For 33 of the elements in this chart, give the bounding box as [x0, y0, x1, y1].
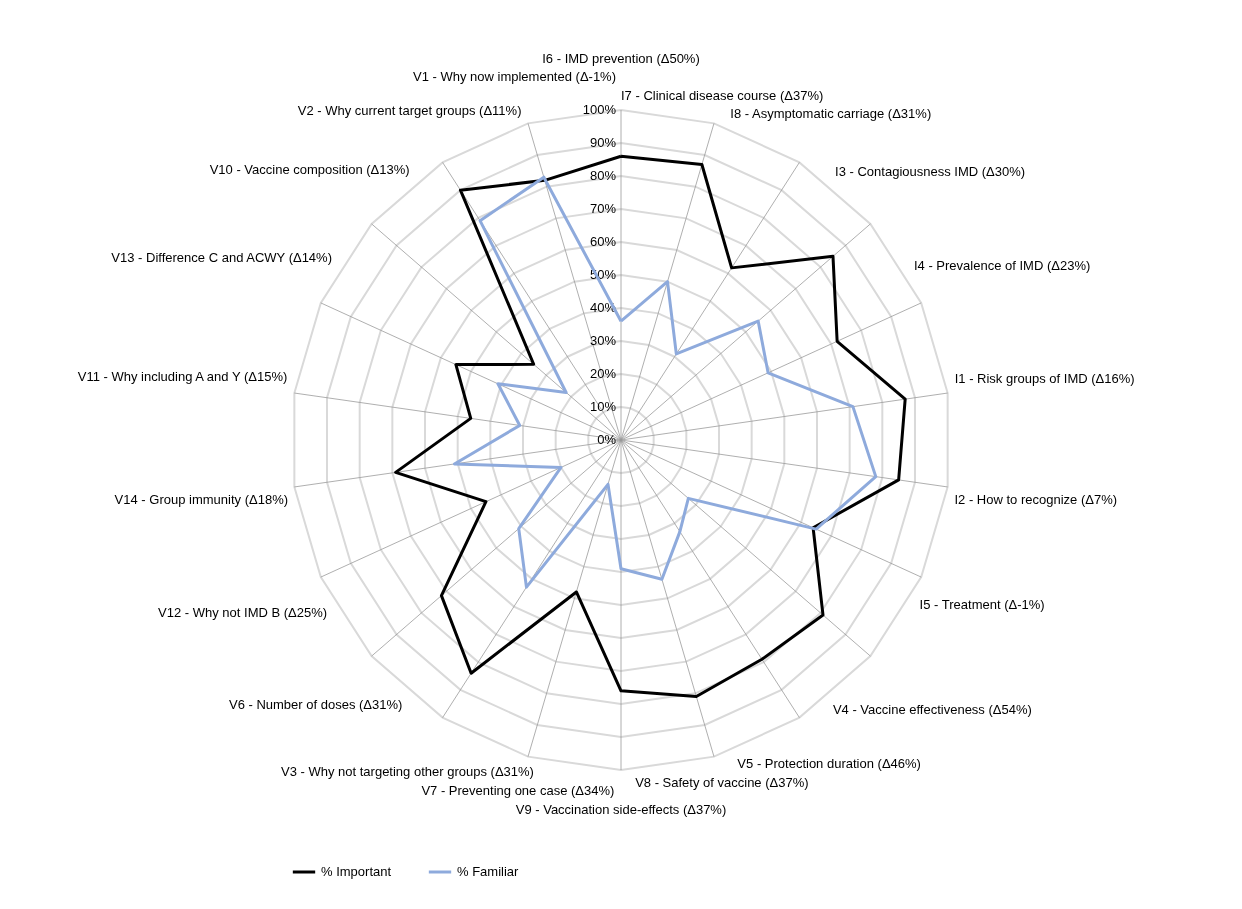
- y-tick-label: 30%: [589, 333, 617, 348]
- spoke-label: I1 - Risk groups of IMD (Δ16%): [954, 371, 1135, 387]
- y-tick-label: 10%: [589, 399, 617, 414]
- y-tick-label: 80%: [589, 168, 617, 183]
- spoke-label: I6 - IMD prevention (Δ50%): [542, 51, 700, 66]
- spoke-label: I4 - Prevalence of IMD (Δ23%): [913, 257, 1091, 273]
- spoke-label: V5 - Protection duration (Δ46%): [737, 755, 921, 771]
- y-tick-label: 100%: [582, 102, 617, 117]
- spoke-label: V10 - Vaccine composition (Δ13%): [209, 162, 410, 178]
- spoke-label: I3 - Contagiousness IMD (Δ30%): [835, 164, 1026, 180]
- spoke-label: V11 - Why including A and Y (Δ15%): [77, 368, 288, 384]
- spoke-label: I8 - Asymptomatic carriage (Δ31%): [730, 105, 932, 121]
- y-tick-label: 0%: [597, 432, 617, 447]
- spoke-label: V6 - Number of doses (Δ31%): [228, 696, 403, 712]
- spoke-label: V1 - Why now implemented (Δ-1%): [412, 69, 617, 85]
- spoke-label: I2 - How to recognize (Δ7%): [954, 491, 1118, 507]
- spoke-label: I7 - Clinical disease course (Δ37%): [620, 87, 824, 103]
- spoke-label: I5 - Treatment (Δ-1%): [919, 596, 1045, 612]
- spoke-label: V7 - Preventing one case (Δ34%): [421, 783, 615, 799]
- y-tick-label: 70%: [589, 201, 617, 216]
- legend-label: % Important: [321, 864, 392, 879]
- spoke-label: V13 - Difference C and ACWY (Δ14%): [111, 249, 332, 265]
- spoke-label: V12 - Why not IMD B (Δ25%): [158, 604, 328, 620]
- spoke-label: V9 - Vaccination side-effects (Δ37%): [515, 802, 727, 817]
- spoke-label: V3 - Why not targeting other groups (Δ31%): [280, 764, 534, 780]
- y-tick-label: 60%: [589, 234, 617, 249]
- spoke-label: V8 - Safety of vaccine (Δ37%): [635, 775, 809, 791]
- y-tick-label: 20%: [589, 366, 617, 381]
- y-tick-label: 90%: [589, 135, 617, 150]
- spoke-label: V2 - Why current target groups (Δ11%): [297, 103, 522, 119]
- spoke-label: V14 - Group immunity (Δ18%): [114, 492, 289, 508]
- spoke-label: V4 - Vaccine effectiveness (Δ54%): [832, 701, 1032, 717]
- legend-label: % Familiar: [457, 864, 520, 879]
